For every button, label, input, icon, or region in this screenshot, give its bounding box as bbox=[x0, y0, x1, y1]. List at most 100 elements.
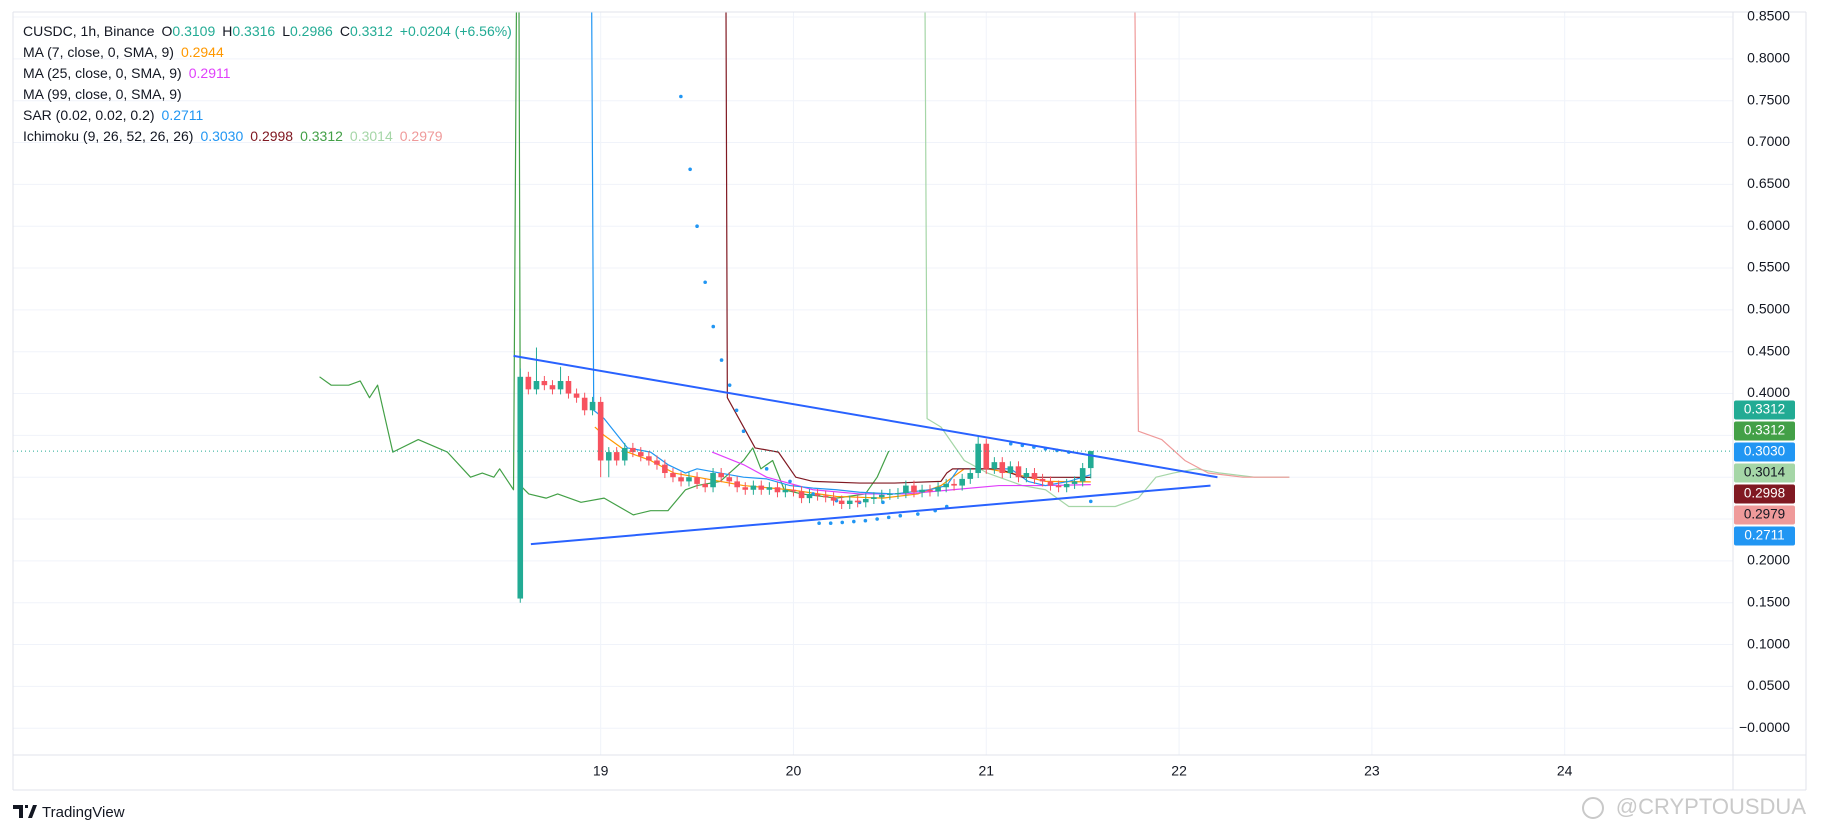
candle-body bbox=[1047, 481, 1054, 486]
axes: 0.8500 0.8000 0.7500 0.7000 0.6500 0.6000 0.55… bbox=[593, 8, 1795, 779]
legend-item: 0.3030 bbox=[200, 128, 243, 144]
candle-body bbox=[678, 477, 684, 482]
candle-body bbox=[621, 447, 628, 461]
candle-body bbox=[935, 487, 941, 492]
candle-body bbox=[798, 491, 805, 499]
candle-body bbox=[1031, 473, 1038, 479]
candle-body bbox=[871, 497, 877, 499]
sar-dot bbox=[741, 429, 746, 433]
sar-dot bbox=[828, 521, 833, 526]
legend-item: L bbox=[282, 23, 290, 39]
sar-dot bbox=[788, 479, 792, 484]
frame bbox=[12, 11, 1807, 791]
indicator-line bbox=[594, 426, 1091, 499]
legend-item: MA (99, close, 0, SMA, 9) bbox=[23, 86, 182, 102]
candle-body bbox=[822, 495, 829, 498]
price-badge-label: 0.3312 bbox=[1744, 423, 1785, 438]
candle-body bbox=[919, 489, 925, 493]
y-tick-label: 0.1000 bbox=[1747, 635, 1790, 651]
legend-line: MA (99, close, 0, SMA, 9) bbox=[23, 86, 182, 102]
price-badge bbox=[1734, 526, 1795, 546]
legend-line: SAR (0.02, 0.02, 0.2) 0.2711 bbox=[23, 107, 204, 123]
price-badge-label: 0.2998 bbox=[1744, 486, 1785, 501]
legend-line: Ichimoku (9, 26, 52, 26, 26) 0.3030 0.2998… bbox=[23, 128, 443, 144]
indicator-line bbox=[1134, 12, 1290, 478]
sar-dot bbox=[817, 521, 821, 526]
price-badge bbox=[1734, 400, 1795, 420]
x-tick-label: 23 bbox=[1364, 763, 1380, 779]
y-tick-label: 0.8000 bbox=[1747, 50, 1790, 66]
candle-body bbox=[597, 401, 604, 461]
price-badge bbox=[1734, 421, 1795, 441]
y-tick-label: 0.5000 bbox=[1747, 301, 1790, 317]
x-tick-label: 22 bbox=[1171, 763, 1187, 779]
candle-body bbox=[846, 500, 853, 504]
candle-body bbox=[573, 393, 580, 398]
candle-body bbox=[895, 493, 901, 495]
candle-body bbox=[541, 380, 548, 386]
candle-body bbox=[1087, 451, 1094, 469]
candle-body bbox=[782, 489, 789, 493]
candle-body bbox=[1039, 478, 1046, 482]
x-tick-label: 24 bbox=[1557, 763, 1573, 779]
candle-body bbox=[862, 498, 869, 503]
x-tick-label: 20 bbox=[786, 763, 802, 779]
y-tick-label: 0.8500 bbox=[1747, 8, 1790, 24]
legend-item: 0.3109 bbox=[172, 23, 215, 39]
sar-dot bbox=[695, 224, 699, 228]
candle-body bbox=[533, 380, 540, 390]
grid bbox=[13, 12, 1733, 755]
legend-item: CUSDC, 1h, Binance bbox=[23, 23, 155, 39]
sar-dot bbox=[711, 324, 716, 329]
candle-body bbox=[694, 477, 700, 484]
candle-body bbox=[525, 376, 532, 390]
candle-body bbox=[766, 487, 773, 490]
indicator-line bbox=[725, 12, 1091, 484]
candle-body bbox=[1007, 466, 1014, 474]
sar-dot bbox=[1008, 441, 1013, 446]
legend-line: MA (7, close, 0, SMA, 9) 0.2944 bbox=[23, 44, 224, 60]
candle-body bbox=[951, 483, 957, 486]
legend-item: 0.2998 bbox=[250, 128, 293, 144]
sar-dot bbox=[863, 518, 868, 523]
legend-item: 0.3312 bbox=[350, 23, 393, 39]
sar-dot bbox=[1088, 499, 1093, 504]
sar-dot bbox=[727, 383, 732, 387]
candle-body bbox=[903, 485, 909, 494]
y-tick-label: 0.6000 bbox=[1747, 217, 1790, 233]
y-tick-label: 0.4500 bbox=[1747, 342, 1790, 358]
candle-body bbox=[806, 493, 813, 499]
logo-icon bbox=[13, 805, 37, 818]
price-badge bbox=[1734, 484, 1795, 504]
candle-body bbox=[878, 494, 885, 498]
candle-body bbox=[686, 477, 692, 482]
legend-item: +0.0204 (+6.56%) bbox=[400, 23, 512, 39]
candle-body bbox=[999, 462, 1006, 474]
watermark-text: @CRYPTOUSDUA bbox=[1616, 794, 1807, 819]
indicator-line bbox=[924, 12, 1290, 508]
candle-body bbox=[605, 452, 612, 461]
candle-body bbox=[991, 462, 998, 469]
sar-dot bbox=[852, 519, 856, 524]
candle-body bbox=[654, 460, 660, 465]
sar-dot bbox=[886, 515, 891, 520]
logo-text: TradingView bbox=[42, 804, 125, 821]
legend-item: O bbox=[162, 23, 173, 39]
legend-item: 0.3316 bbox=[232, 23, 275, 39]
candle-body bbox=[830, 497, 837, 501]
sar-dot bbox=[840, 520, 845, 525]
legend-item: MA (25, close, 0, SMA, 9) bbox=[23, 65, 182, 81]
sar-dot bbox=[688, 167, 692, 172]
candle-body bbox=[967, 473, 974, 479]
legend-line: MA (25, close, 0, SMA, 9) 0.2911 bbox=[23, 65, 231, 81]
y-tick-label: 0.6500 bbox=[1747, 175, 1790, 191]
logo[interactable]: TradingView bbox=[13, 804, 125, 821]
candle-body bbox=[790, 489, 797, 492]
candle-body bbox=[959, 478, 965, 486]
price-badge-label: 0.2711 bbox=[1744, 528, 1784, 543]
candle-body bbox=[718, 473, 724, 478]
candle-body bbox=[710, 473, 716, 488]
legend-item: 0.2711 bbox=[162, 107, 204, 123]
legend-item: 0.3014 bbox=[350, 128, 393, 144]
